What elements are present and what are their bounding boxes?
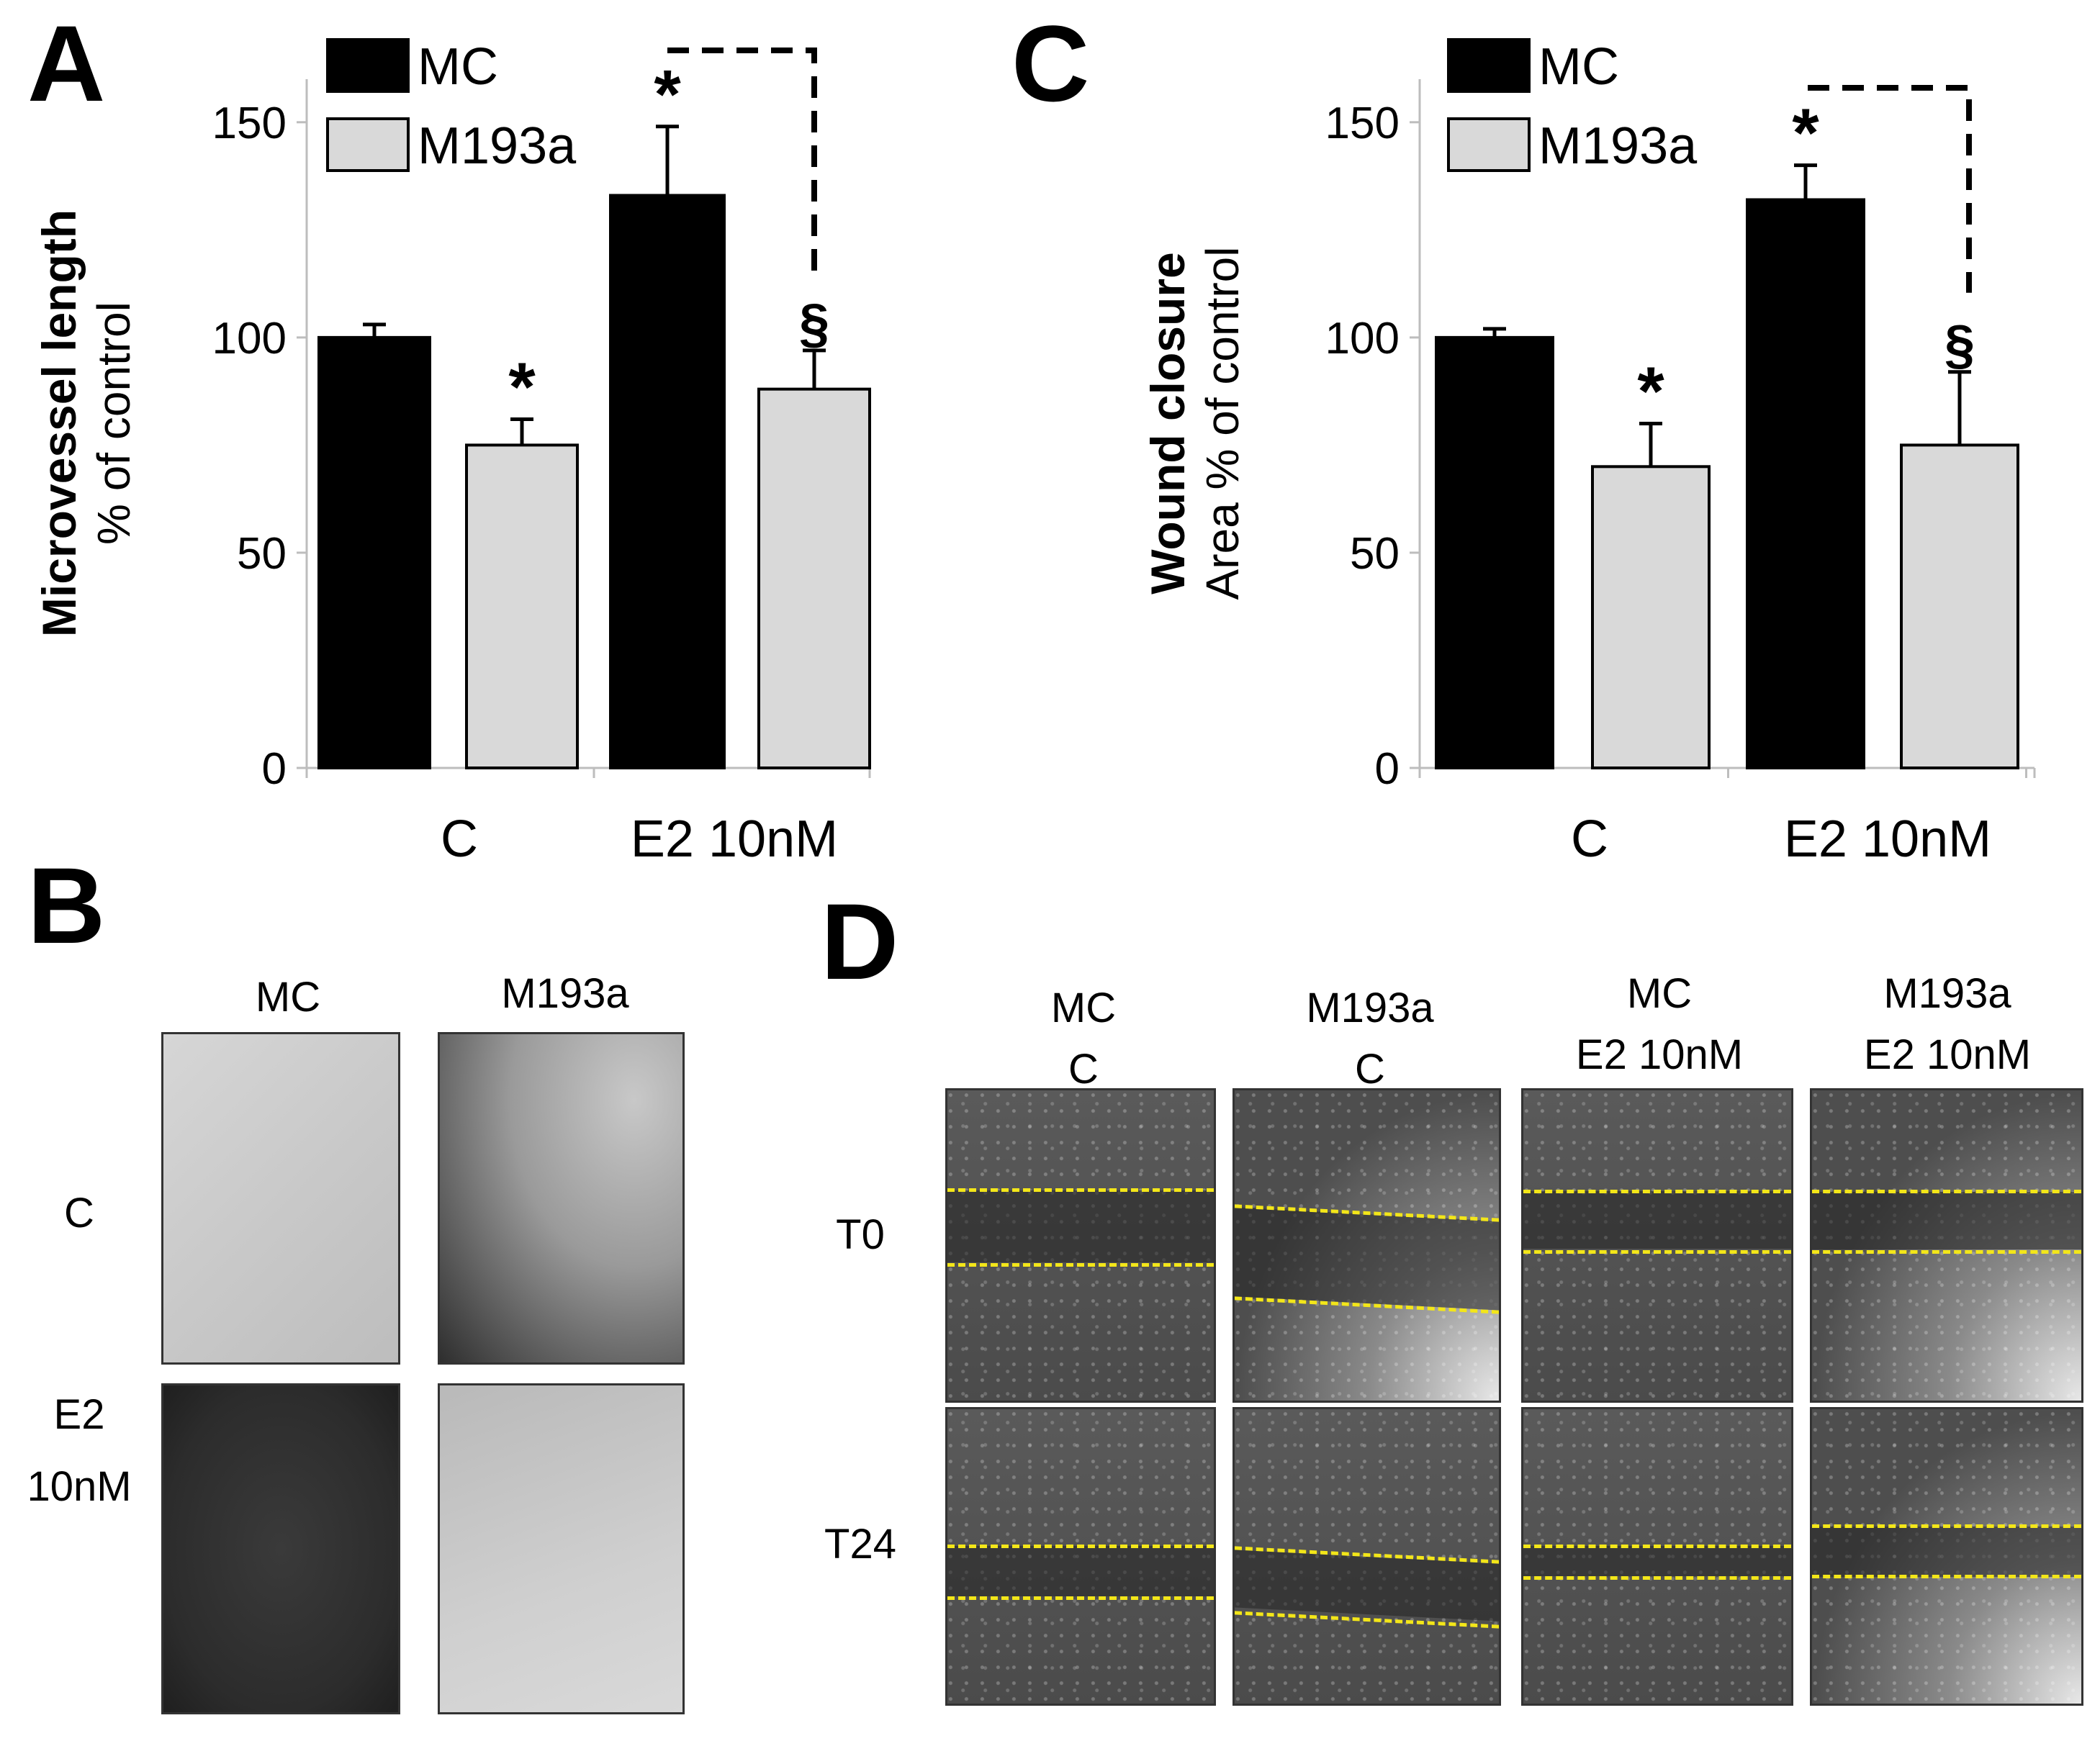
- wound-m193a-e2-t0: [1810, 1088, 2083, 1403]
- legend-swatch: [326, 38, 410, 93]
- category-label: E2 10nM: [631, 810, 838, 868]
- wound-m193a-c-t24: [1232, 1407, 1501, 1706]
- d-row-t24: T24: [824, 1521, 896, 1568]
- micrograph-mc-c: [161, 1032, 400, 1365]
- panel-label-d: D: [821, 881, 898, 1002]
- panel-label-a: A: [27, 3, 105, 124]
- significance-mark: §: [799, 293, 829, 354]
- b-col-m193a: M193a: [501, 970, 629, 1017]
- wound-mc-e2-t0: [1521, 1088, 1793, 1403]
- panel-label-b: B: [27, 845, 105, 966]
- legend-swatch: [1447, 38, 1531, 93]
- significance-mark: *: [1637, 353, 1664, 430]
- legend-label: MC: [1538, 38, 1619, 96]
- y-tick-label: 100: [212, 314, 287, 363]
- y-tick-label: 0: [1375, 744, 1400, 794]
- wound-mc-c-t24: [945, 1407, 1216, 1706]
- significance-mark: *: [654, 56, 681, 133]
- legend-swatch: [326, 117, 410, 172]
- b-col-mc: MC: [256, 974, 320, 1021]
- category-label: E2 10nM: [1784, 810, 1991, 868]
- y-tick-label: 150: [212, 99, 287, 148]
- significance-mark: *: [1792, 95, 1819, 172]
- bar: [1591, 465, 1711, 769]
- wound-mc-c-t0: [945, 1088, 1216, 1403]
- d-col4-line2: E2 10nM: [1864, 1031, 2031, 1078]
- bar: [609, 194, 726, 769]
- legend-swatch: [1447, 117, 1531, 172]
- bar: [757, 387, 871, 769]
- b-row-c: C: [64, 1190, 94, 1236]
- y-axis-title: Wound closure: [1141, 252, 1194, 594]
- y-tick-label: 150: [1325, 99, 1400, 148]
- comparison-bracket: [667, 48, 817, 271]
- category-label: C: [1571, 810, 1608, 868]
- bar: [317, 335, 431, 769]
- chart-c: 0 50 100 150 Wound closure Area % of control *…: [1141, 38, 2036, 868]
- y-axis-subtitle: % of control: [88, 302, 140, 545]
- wound-mc-e2-t24: [1521, 1407, 1793, 1706]
- y-axis-title: Microvessel length: [32, 209, 86, 637]
- bar: [465, 443, 579, 769]
- legend-label: M193a: [1538, 117, 1698, 175]
- panel-label-c: C: [1011, 3, 1089, 124]
- b-row-10nm: 10nM: [27, 1463, 131, 1510]
- bar: [1900, 443, 2019, 769]
- y-tick-label: 100: [1325, 314, 1400, 363]
- micrograph-m193a-c: [438, 1032, 685, 1365]
- micrograph-m193a-e2: [438, 1383, 685, 1714]
- micrograph-mc-e2: [161, 1383, 400, 1714]
- y-axis-subtitle: Area % of control: [1197, 247, 1248, 600]
- d-col4-line1: M193a: [1883, 970, 2011, 1017]
- bar: [1746, 198, 1865, 770]
- wound-m193a-e2-t24: [1810, 1407, 2083, 1706]
- legend-label: M193a: [418, 117, 577, 175]
- d-row-t0: T0: [836, 1211, 885, 1258]
- d-col1-line2: C: [1068, 1046, 1099, 1093]
- chart-a: 0 50 100 150 Microvessel length% of control *…: [32, 38, 871, 868]
- category-label: C: [441, 810, 478, 868]
- wound-m193a-c-t0: [1232, 1088, 1501, 1403]
- y-tick-label: 50: [1350, 529, 1400, 579]
- significance-mark: §: [1944, 315, 1975, 376]
- y-tick-label: 0: [262, 744, 287, 794]
- bar: [1435, 335, 1554, 769]
- d-col1-line1: MC: [1051, 985, 1116, 1031]
- d-col2-line2: C: [1355, 1046, 1385, 1093]
- comparison-bracket: [1808, 85, 1972, 293]
- d-col2-line1: M193a: [1306, 985, 1434, 1031]
- b-row-e2: E2: [54, 1391, 105, 1438]
- d-col3-line1: MC: [1627, 970, 1692, 1017]
- y-tick-label: 50: [237, 529, 287, 579]
- significance-mark: *: [508, 349, 536, 426]
- d-col3-line2: E2 10nM: [1576, 1031, 1743, 1078]
- legend-label: MC: [418, 38, 498, 96]
